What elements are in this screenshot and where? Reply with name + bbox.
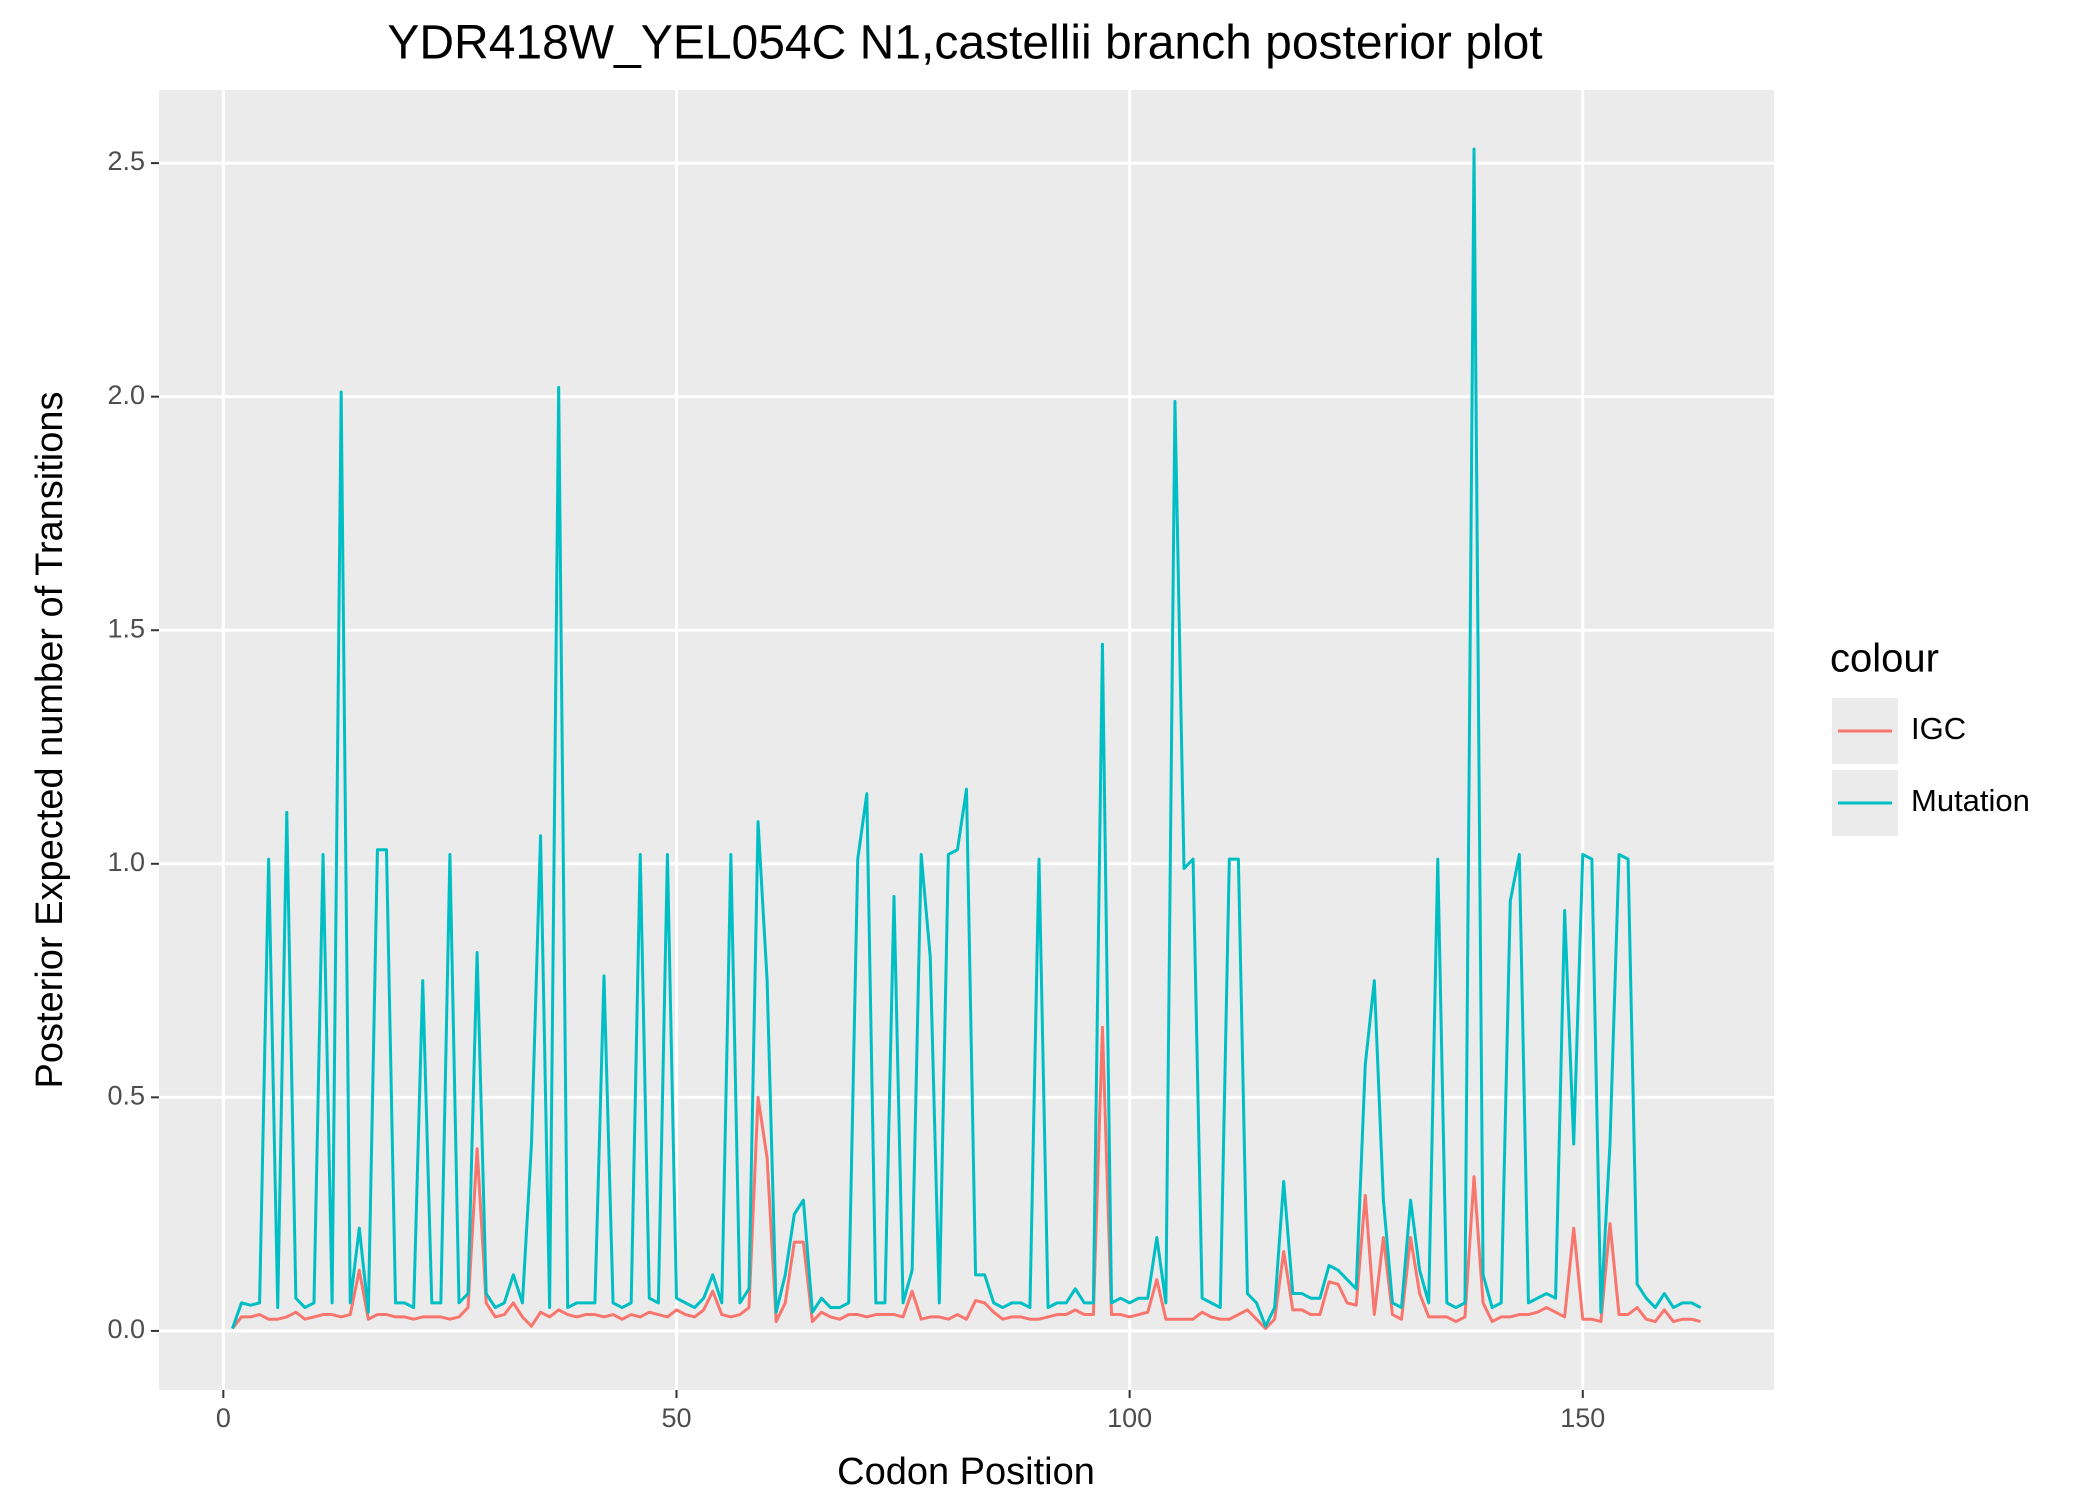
data-line [231, 1025, 1701, 1331]
y-tick-label: 0.5 [107, 1080, 145, 1110]
x-tick-label: 50 [661, 1403, 691, 1433]
x-axis-label: Codon Position [837, 1451, 1095, 1493]
legend-label: Mutation [1911, 783, 2030, 818]
chart-title: YDR418W_YEL054C N1,castellii branch post… [387, 17, 1542, 70]
x-tick-label: 150 [1560, 1403, 1605, 1433]
y-tick-label: 1.0 [107, 847, 145, 877]
legend-label: IGC [1911, 711, 1966, 746]
y-axis-label: Posterior Expected number of Transitions [29, 391, 71, 1088]
x-tick-label: 100 [1107, 1403, 1152, 1433]
y-tick-label: 0.0 [107, 1314, 145, 1344]
y-tick-label: 2.0 [107, 380, 145, 410]
y-tick-label: 1.5 [107, 613, 145, 643]
legend-title: colour [1830, 637, 1939, 681]
y-tick-label: 2.5 [107, 146, 145, 176]
panel [159, 90, 1774, 1390]
x-tick-label: 0 [216, 1403, 231, 1433]
data-line [230, 147, 1702, 1330]
